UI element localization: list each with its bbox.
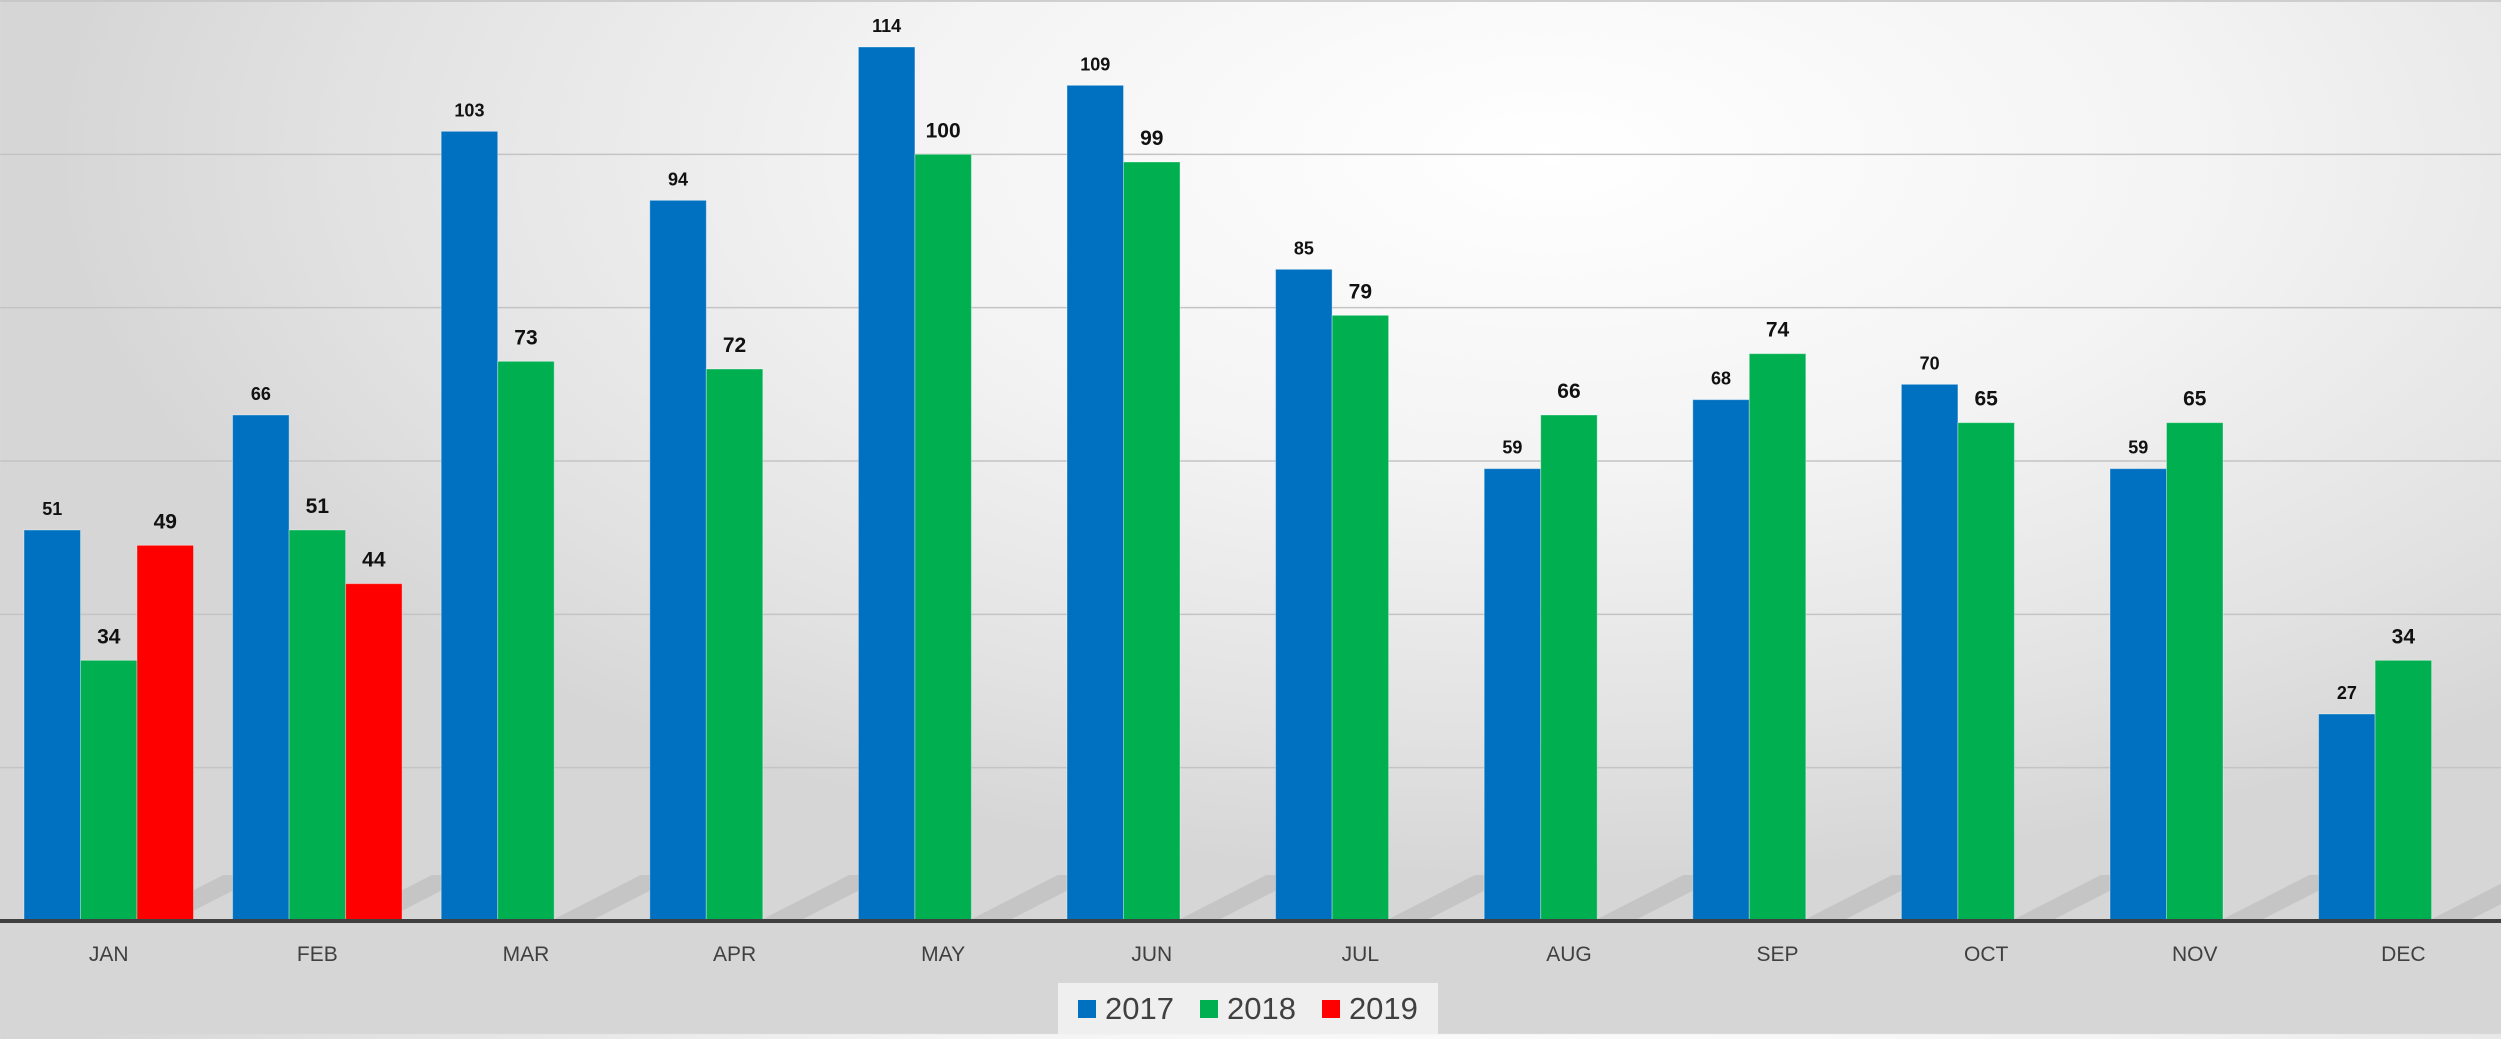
data-label: 59 bbox=[1502, 438, 1522, 458]
legend-item-2018: 2018 bbox=[1199, 990, 1296, 1027]
data-label: 79 bbox=[1349, 280, 1372, 303]
bar-shadow bbox=[550, 875, 681, 921]
bar-2017-sep bbox=[1692, 399, 1750, 922]
data-label: 65 bbox=[2183, 388, 2207, 411]
bar-2017-aug bbox=[1483, 468, 1542, 922]
data-label: 68 bbox=[1711, 369, 1731, 389]
legend-label-2019: 2019 bbox=[1348, 990, 1418, 1026]
bar-2018-sep bbox=[1748, 353, 1807, 922]
bar-2017-jun bbox=[1066, 84, 1124, 922]
bar-2018-may bbox=[914, 153, 972, 922]
bar-2018-mar bbox=[497, 360, 555, 922]
bar-2017-dec bbox=[2318, 713, 2376, 922]
x-tick-label: APR bbox=[713, 943, 756, 966]
data-label: 72 bbox=[723, 334, 746, 357]
data-label: 99 bbox=[1140, 127, 1163, 150]
data-label: 59 bbox=[2128, 438, 2148, 458]
bar-shadow bbox=[1384, 875, 1515, 921]
x-tick-label: MAY bbox=[921, 943, 965, 966]
data-label: 51 bbox=[306, 495, 330, 518]
bar-2018-feb bbox=[288, 529, 347, 922]
bar-2018-apr bbox=[705, 368, 764, 922]
x-tick-label: JUL bbox=[1342, 943, 1379, 966]
x-tick-label: DEC bbox=[2381, 943, 2425, 966]
bar-shadow bbox=[967, 875, 1098, 921]
legend: 2017 2018 2019 bbox=[1058, 983, 1438, 1034]
data-label: 49 bbox=[154, 510, 177, 533]
bar-2018-dec bbox=[2374, 659, 2433, 922]
data-label: 65 bbox=[1974, 388, 1998, 411]
data-label: 66 bbox=[1557, 380, 1580, 403]
bar-2017-apr bbox=[649, 199, 707, 922]
bar-shadow bbox=[2219, 875, 2350, 921]
bar-2017-mar bbox=[440, 130, 499, 922]
legend-item-2017: 2017 bbox=[1078, 991, 1174, 1027]
bar-2018-jan bbox=[80, 659, 138, 922]
bar-2018-oct bbox=[1957, 422, 2015, 922]
data-label: 114 bbox=[872, 16, 901, 36]
bar-2018-jun bbox=[1123, 161, 1181, 922]
data-label: 34 bbox=[2392, 625, 2416, 648]
data-label: 27 bbox=[2337, 683, 2357, 703]
x-tick-label: NOV bbox=[2172, 943, 2218, 966]
data-label: 66 bbox=[251, 384, 271, 404]
data-label: 85 bbox=[1294, 238, 1314, 258]
data-label: 94 bbox=[668, 169, 688, 189]
bar-2018-aug bbox=[1540, 414, 1598, 922]
legend-label-2017: 2017 bbox=[1105, 990, 1174, 1026]
legend-swatch-2019 bbox=[1321, 999, 1340, 1018]
data-label: 34 bbox=[97, 625, 121, 648]
bar-shadow bbox=[1802, 875, 1933, 921]
data-label: 70 bbox=[1920, 353, 1940, 373]
bar-shadow bbox=[2427, 883, 2501, 921]
data-label: 109 bbox=[1080, 54, 1110, 74]
legend-item-2019: 2019 bbox=[1321, 990, 1418, 1027]
bar-2017-jan bbox=[23, 529, 81, 922]
bar-2018-jul bbox=[1331, 314, 1390, 922]
x-tick-label: OCT bbox=[1964, 943, 2009, 966]
legend-swatch-2017 bbox=[1078, 999, 1096, 1018]
data-label: 103 bbox=[454, 100, 484, 120]
bar-2017-jul bbox=[1275, 268, 1333, 922]
data-label: 73 bbox=[514, 326, 537, 349]
x-tick-label: FEB bbox=[297, 943, 338, 966]
x-tick-label: JAN bbox=[89, 943, 129, 966]
data-label: 100 bbox=[926, 119, 961, 142]
x-tick-label: SEP bbox=[1757, 943, 1799, 966]
legend-swatch-2018 bbox=[1199, 999, 1218, 1018]
bar-2019-feb bbox=[345, 583, 403, 922]
bar-2017-feb bbox=[232, 414, 290, 922]
x-tick-label: MAR bbox=[503, 943, 550, 966]
bar-shadow bbox=[759, 875, 890, 921]
data-label: 44 bbox=[362, 549, 386, 572]
bar-2019-jan bbox=[136, 544, 194, 922]
bar-2017-may bbox=[857, 46, 916, 922]
bar-2017-oct bbox=[1900, 383, 1959, 922]
x-tick-label: JUN bbox=[1131, 943, 1172, 966]
data-label: 74 bbox=[1766, 319, 1790, 342]
bar-shadow bbox=[1593, 875, 1724, 921]
bar-shadow bbox=[2010, 875, 2141, 921]
legend-label-2018: 2018 bbox=[1226, 990, 1296, 1026]
bar-2018-nov bbox=[2166, 422, 2224, 922]
bar-2017-nov bbox=[2109, 468, 2167, 922]
bar-shadow bbox=[1176, 875, 1307, 921]
x-tick-label: AUG bbox=[1546, 943, 1592, 966]
data-label: 51 bbox=[42, 499, 62, 519]
